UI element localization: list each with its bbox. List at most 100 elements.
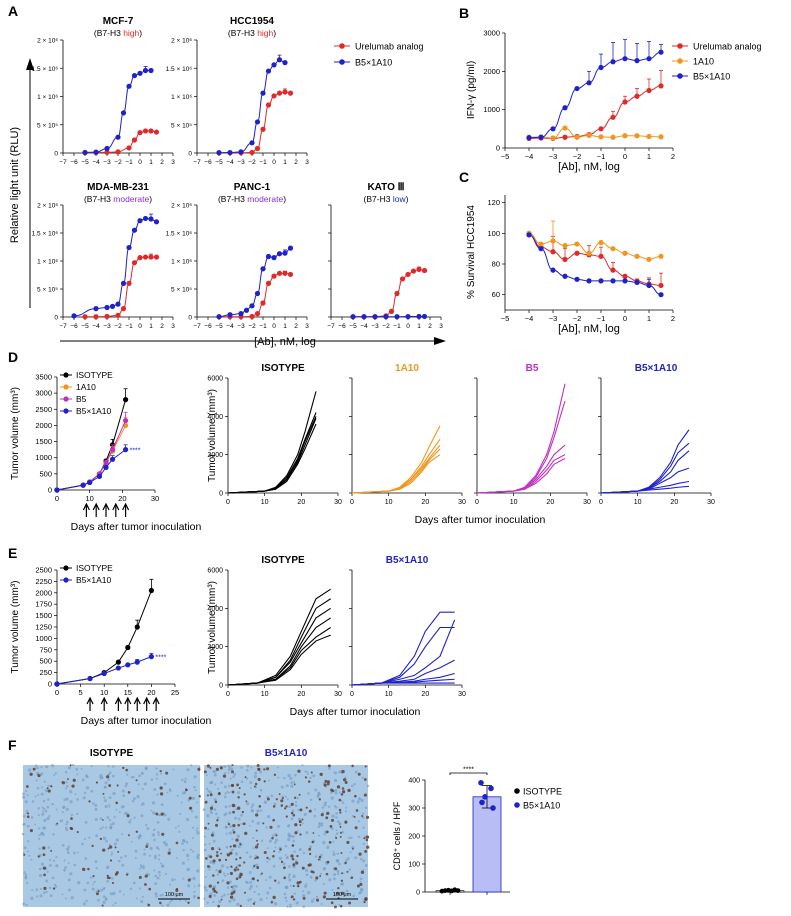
nucleus xyxy=(22,792,25,796)
cd8-stained-cell xyxy=(207,822,210,825)
nucleus xyxy=(323,803,327,807)
b5x1a10-point xyxy=(96,473,103,480)
nucleus xyxy=(240,813,243,817)
x-tick-label: −6 xyxy=(338,323,346,330)
b5x1a10-point xyxy=(287,245,294,251)
x-tick-label: −3 xyxy=(371,323,379,330)
nucleus xyxy=(138,887,141,890)
cd8-stained-cell xyxy=(230,892,234,896)
x-tick-label: 10 xyxy=(634,499,642,506)
nucleus xyxy=(320,822,324,825)
urelumab-point xyxy=(610,114,616,120)
1a10-point xyxy=(598,239,604,246)
urelumab-point xyxy=(562,134,568,140)
nucleus xyxy=(226,790,229,794)
nucleus xyxy=(317,825,321,829)
cd8-stained-cell xyxy=(217,904,220,908)
nucleus xyxy=(357,835,361,839)
individual-x-label: Days after tumor inoculation xyxy=(290,706,421,718)
nucleus xyxy=(245,768,249,772)
treatment-arrow-head xyxy=(86,696,94,705)
nucleus xyxy=(111,877,114,880)
nucleus xyxy=(45,879,49,883)
treatment-arrow-head xyxy=(133,696,141,705)
nucleus xyxy=(266,891,270,895)
y-tick-label: 1500 xyxy=(35,611,52,620)
nucleus xyxy=(51,876,55,880)
b7h3-level: low xyxy=(393,194,407,204)
cd8-stained-cell xyxy=(354,794,357,798)
urelumab-point xyxy=(416,266,422,272)
cd8-stained-cell xyxy=(298,820,302,824)
nucleus xyxy=(42,807,46,811)
cd8-stained-cell xyxy=(298,793,301,796)
nucleus xyxy=(333,893,337,897)
nucleus xyxy=(259,788,263,792)
nucleus xyxy=(49,894,53,898)
nucleus xyxy=(266,860,269,864)
nucleus xyxy=(108,818,112,822)
nucleus xyxy=(274,846,277,849)
cd8-stained-cell xyxy=(272,818,275,822)
nucleus xyxy=(37,827,41,830)
b7h3-level-label: (B7-H3 high) xyxy=(228,28,276,38)
cd8-stained-cell xyxy=(325,816,329,820)
y-tick-label: 2500 xyxy=(35,405,52,414)
nucleus xyxy=(137,783,140,786)
nucleus xyxy=(346,857,350,861)
nucleus xyxy=(139,867,141,870)
nucleus xyxy=(291,809,295,813)
cd8-stained-cell xyxy=(231,784,234,787)
cd8-stained-cell xyxy=(108,845,113,849)
nucleus xyxy=(263,800,268,804)
x-tick-label: −3 xyxy=(549,314,558,323)
1a10-point xyxy=(586,132,592,138)
nucleus xyxy=(45,890,48,893)
nucleus xyxy=(141,802,145,806)
nucleus xyxy=(268,839,273,843)
nucleus xyxy=(283,776,286,780)
nucleus xyxy=(193,775,197,779)
cd8-stained-cell xyxy=(243,793,246,796)
nucleus xyxy=(46,805,50,809)
cd8-stained-cell xyxy=(339,831,342,834)
urelumab-point xyxy=(260,300,266,306)
x-tick-label: 0 xyxy=(350,691,354,698)
b5x1a10-point xyxy=(82,149,88,156)
nucleus xyxy=(38,847,41,850)
nucleus xyxy=(227,768,231,772)
y-tick-label: 100 xyxy=(487,229,500,238)
nucleus xyxy=(294,804,298,807)
nucleus xyxy=(153,838,156,842)
nucleus xyxy=(145,823,148,827)
nucleus xyxy=(157,833,160,837)
x-tick-label: 2 xyxy=(294,323,298,330)
nucleus xyxy=(158,858,161,861)
cd8-stained-cell xyxy=(341,787,345,790)
nucleus xyxy=(286,798,289,801)
nucleus xyxy=(240,780,244,784)
x-tick-label: 1 xyxy=(417,323,421,330)
nucleus xyxy=(62,806,65,810)
y-tick-label: 2 × 10⁶ xyxy=(171,38,192,45)
cd8-stained-cell xyxy=(343,778,347,782)
legend-marker xyxy=(63,408,69,414)
cd8-stained-cell xyxy=(360,870,365,874)
x-tick-label: 0 xyxy=(272,159,276,166)
nucleus xyxy=(115,838,119,842)
nucleus xyxy=(277,881,281,885)
nucleus xyxy=(356,800,360,804)
nucleus xyxy=(72,851,76,855)
nucleus xyxy=(362,826,365,829)
nucleus xyxy=(332,840,335,843)
nucleus xyxy=(240,822,243,826)
nucleus xyxy=(61,819,64,822)
legend-marker xyxy=(63,565,69,571)
cd8-stained-cell xyxy=(290,854,294,858)
nucleus xyxy=(190,809,194,813)
y-tick-label: 2500 xyxy=(35,566,52,575)
x-tick-label: −1 xyxy=(259,159,267,166)
panel-c-y-label: % Survival HCC1954 xyxy=(466,205,477,299)
nucleus xyxy=(150,778,154,781)
